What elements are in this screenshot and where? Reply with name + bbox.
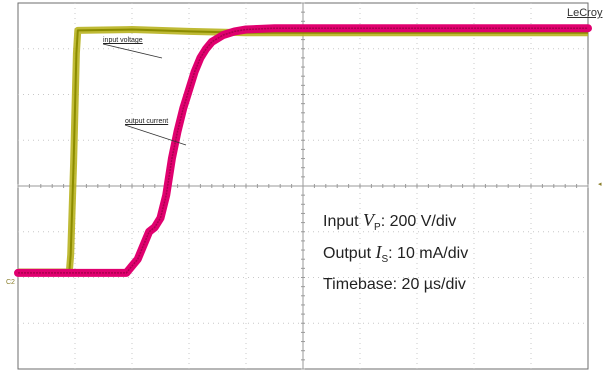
trigger-marker-right: ◂ (598, 181, 602, 188)
channel-marker-left: C2 (6, 279, 15, 286)
output-var: I (375, 242, 382, 263)
traces (14, 24, 592, 277)
graticule (17, 2, 589, 370)
brand-logo: LeCroy (567, 7, 603, 19)
output-sub: S (381, 254, 389, 266)
input-prefix: Input (323, 213, 364, 230)
timebase-line: Timebase: 20 µs/div (323, 276, 466, 294)
output-current-trace (18, 27, 588, 274)
input-voltage-pointer (102, 43, 163, 59)
output-prefix: Output (323, 245, 376, 263)
input-var: V (363, 210, 375, 230)
input-scale-line: Input VP: 200 V/div (323, 208, 468, 240)
input-voltage-trace (18, 28, 588, 273)
scope-settings: Input VP: 200 V/div Output IS: 10 mA/div… (323, 208, 468, 297)
label-pointers (102, 43, 187, 146)
output-value: : 10 mA/div (388, 245, 469, 263)
output-current-label: output current (125, 118, 169, 125)
output-current-pointer (124, 124, 187, 146)
input-voltage-label: input voltage (103, 37, 143, 44)
output-scale-line: Output IS: 10 mA/div (323, 240, 468, 272)
input-sub: P (374, 222, 381, 234)
input-value: : 200 V/div (380, 213, 457, 230)
